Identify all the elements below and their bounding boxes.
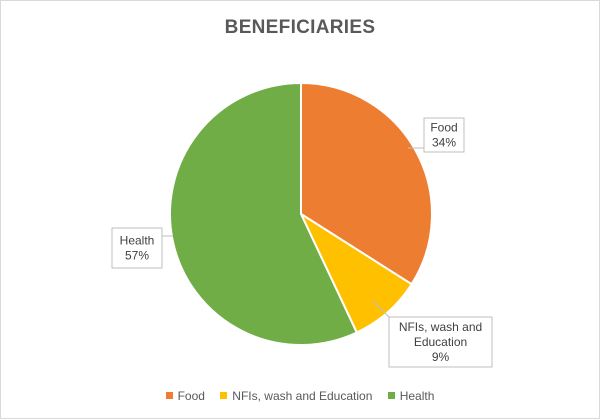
callout-box-nfis-wash-education [388,316,493,368]
leader-line-nfis-wash-education [372,300,390,318]
legend-item-nfis-wash-education: NFIs, wash and Education [220,389,372,403]
callout-text-nfis-wash-education-1: Education [414,335,467,349]
legend-swatch-food [165,392,173,399]
legend: Food NFIs, wash and Education Health [1,388,599,403]
pie-slice-health [169,81,359,346]
legend-label-nfis-wash-education: NFIs, wash and Education [232,388,373,403]
callout-text-nfis-wash-education-2: 9% [432,350,450,364]
callout-box-health [111,227,163,269]
legend-swatch-health [387,392,395,399]
callout-text-health-0: Health [120,234,155,248]
callout-box-food [423,117,465,153]
callout-text-food-1: 34% [432,136,456,150]
callout-text-nfis-wash-education-0: NFIs, wash and [399,320,482,334]
legend-label-food: Food [177,388,205,403]
legend-label-health: Health [399,388,435,403]
callout-text-health-1: 57% [125,249,149,263]
legend-item-food: Food [165,388,205,403]
legend-item-health: Health [387,388,435,403]
chart-title: BENEFICIARIES [224,17,376,38]
callout-text-food-0: Food [430,121,457,135]
legend-swatch-nfis-wash-education [220,392,228,399]
